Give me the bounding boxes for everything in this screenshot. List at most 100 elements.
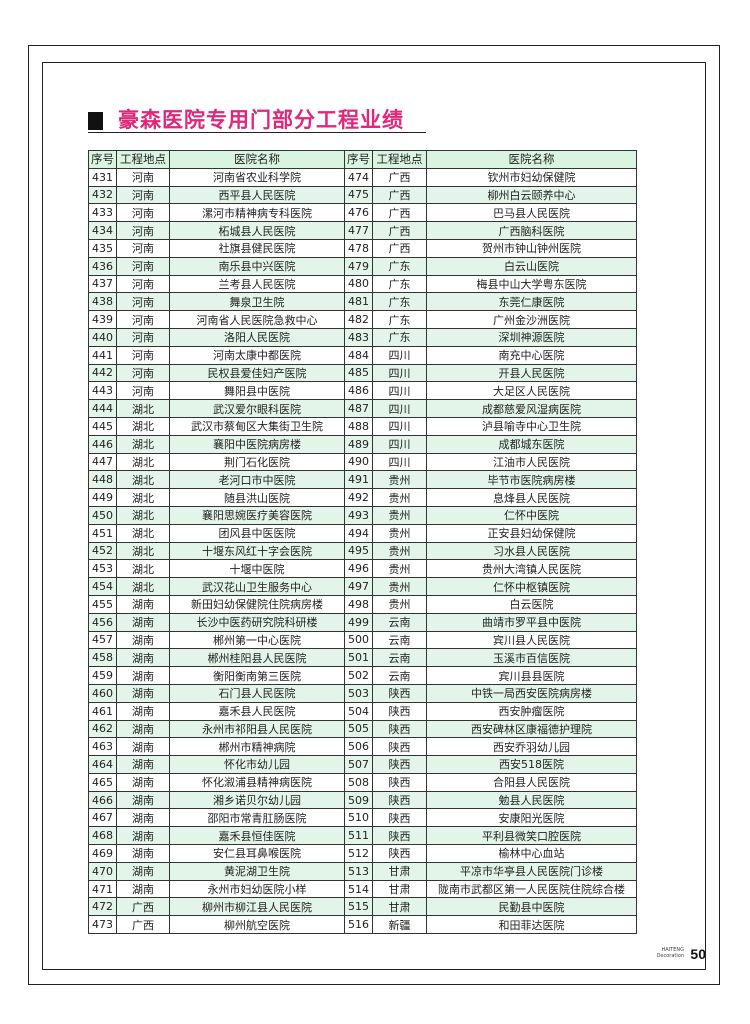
row-number: 503: [344, 683, 373, 703]
table-row: 463 湖南 郴州市精神病院 506 陕西 西安乔羽幼儿园: [88, 737, 637, 757]
row-number: 458: [88, 648, 117, 668]
row-location: 云南: [372, 630, 427, 650]
row-hospital-name: 舞阳县中医院: [169, 381, 345, 401]
row-hospital-name: 宾川县县医院: [426, 666, 637, 685]
row-hospital-name: 仁怀中医院: [426, 505, 637, 525]
row-location: 广东: [372, 327, 427, 347]
row-number: 500: [344, 630, 373, 650]
row-location: 四川: [372, 381, 427, 401]
row-number: 450: [88, 505, 117, 525]
row-location: 湖南: [116, 790, 170, 810]
row-location: 湖南: [116, 879, 170, 899]
row-number: 474: [344, 167, 373, 187]
row-number: 460: [88, 683, 117, 703]
row-number: 437: [88, 274, 117, 294]
row-hospital-name: 柳州白云颐养中心: [426, 185, 637, 205]
row-hospital-name: 贺州市钟山钟州医院: [426, 238, 637, 258]
row-hospital-name: 西安乔羽幼儿园: [426, 737, 637, 757]
row-number: 488: [344, 416, 373, 436]
row-location: 湖南: [116, 861, 170, 881]
row-location: 湖北: [116, 452, 170, 472]
row-hospital-name: 陇南市武都区第一人民医院住院综合楼: [426, 879, 637, 899]
row-hospital-name: 荆门石化医院: [169, 452, 345, 472]
row-hospital-name: 和田菲达医院: [426, 915, 637, 935]
row-number: 445: [88, 416, 117, 436]
header-number: 序号: [344, 150, 373, 169]
row-number: 465: [88, 772, 117, 792]
row-hospital-name: 钦州市妇幼保健院: [426, 167, 637, 187]
row-number: 515: [344, 897, 373, 917]
row-number: 496: [344, 559, 373, 579]
row-location: 甘肃: [372, 897, 427, 917]
row-location: 陕西: [372, 701, 427, 721]
row-hospital-name: 中铁一局西安医院病房楼: [426, 683, 637, 703]
row-number: 469: [88, 844, 117, 863]
row-location: 河南: [116, 203, 170, 223]
row-location: 河南: [116, 292, 170, 312]
row-location: 湖南: [116, 648, 170, 668]
table-row: 446 湖北 襄阳中医院病房楼 489 四川 成都城东医院: [88, 434, 637, 454]
row-hospital-name: 西安518医院: [426, 755, 637, 774]
row-number: 493: [344, 505, 373, 525]
row-hospital-name: 宾川县人民医院: [426, 630, 637, 650]
row-location: 河南: [116, 221, 170, 240]
row-number: 439: [88, 310, 117, 329]
row-location: 河南: [116, 327, 170, 347]
row-hospital-name: 柳州航空医院: [169, 915, 345, 935]
page-outer-border: [28, 45, 720, 985]
row-number: 463: [88, 737, 117, 757]
table-row: 469 湖南 安仁县耳鼻喉医院 512 陕西 榆林中心血站: [88, 844, 637, 863]
row-number: 476: [344, 203, 373, 223]
row-hospital-name: 老河口市中医院: [169, 470, 345, 490]
table-row: 447 湖北 荆门石化医院 490 四川 江油市人民医院: [88, 452, 637, 472]
row-location: 河南: [116, 167, 170, 187]
header-location: 工程地点: [116, 150, 170, 169]
row-location: 贵州: [372, 470, 427, 490]
row-hospital-name: 随县洪山医院: [169, 488, 345, 507]
row-hospital-name: 合阳县人民医院: [426, 772, 637, 792]
row-hospital-name: 安康阳光医院: [426, 808, 637, 828]
row-number: 509: [344, 790, 373, 810]
row-location: 湖北: [116, 434, 170, 454]
row-number: 502: [344, 666, 373, 685]
row-hospital-name: 榆林中心血站: [426, 844, 637, 863]
row-location: 陕西: [372, 808, 427, 828]
row-location: 广西: [372, 238, 427, 258]
row-location: 云南: [372, 648, 427, 668]
row-number: 477: [344, 221, 373, 240]
row-hospital-name: 襄阳中医院病房楼: [169, 434, 345, 454]
row-number: 433: [88, 203, 117, 223]
row-hospital-name: 武汉爱尔眼科医院: [169, 399, 345, 418]
table-row: 432 河南 西平县人民医院 475 广西 柳州白云颐养中心: [88, 185, 637, 205]
row-location: 陕西: [372, 719, 427, 739]
row-number: 471: [88, 879, 117, 899]
row-hospital-name: 嘉禾县人民医院: [169, 701, 345, 721]
table-row: 466 湖南 湘乡诺贝尔幼儿园 509 陕西 勉县人民医院: [88, 790, 637, 810]
row-number: 512: [344, 844, 373, 863]
table-row: 454 湖北 武汉花山卫生服务中心 497 贵州 仁怀中枢镇医院: [88, 577, 637, 596]
row-number: 470: [88, 861, 117, 881]
row-location: 湖南: [116, 683, 170, 703]
row-hospital-name: 西安肿瘤医院: [426, 701, 637, 721]
row-number: 508: [344, 772, 373, 792]
row-location: 陕西: [372, 737, 427, 757]
row-hospital-name: 漯河市精神病专科医院: [169, 203, 345, 223]
row-number: 480: [344, 274, 373, 294]
row-location: 贵州: [372, 594, 427, 614]
row-hospital-name: 怀化溆浦县精神病医院: [169, 772, 345, 792]
row-hospital-name: 襄阳思婉医疗美容医院: [169, 505, 345, 525]
row-number: 468: [88, 826, 117, 846]
row-number: 494: [344, 523, 373, 543]
row-number: 448: [88, 470, 117, 490]
row-location: 河南: [116, 310, 170, 329]
row-number: 455: [88, 594, 117, 614]
row-location: 贵州: [372, 577, 427, 596]
row-number: 507: [344, 755, 373, 774]
row-number: 464: [88, 755, 117, 774]
section-title: 豪森医院专用门部分工程业绩: [88, 104, 426, 133]
row-number: 447: [88, 452, 117, 472]
row-number: 481: [344, 292, 373, 312]
row-location: 贵州: [372, 559, 427, 579]
brand-logo: HAITENG Decoration: [657, 947, 684, 959]
row-hospital-name: 白云山医院: [426, 256, 637, 276]
